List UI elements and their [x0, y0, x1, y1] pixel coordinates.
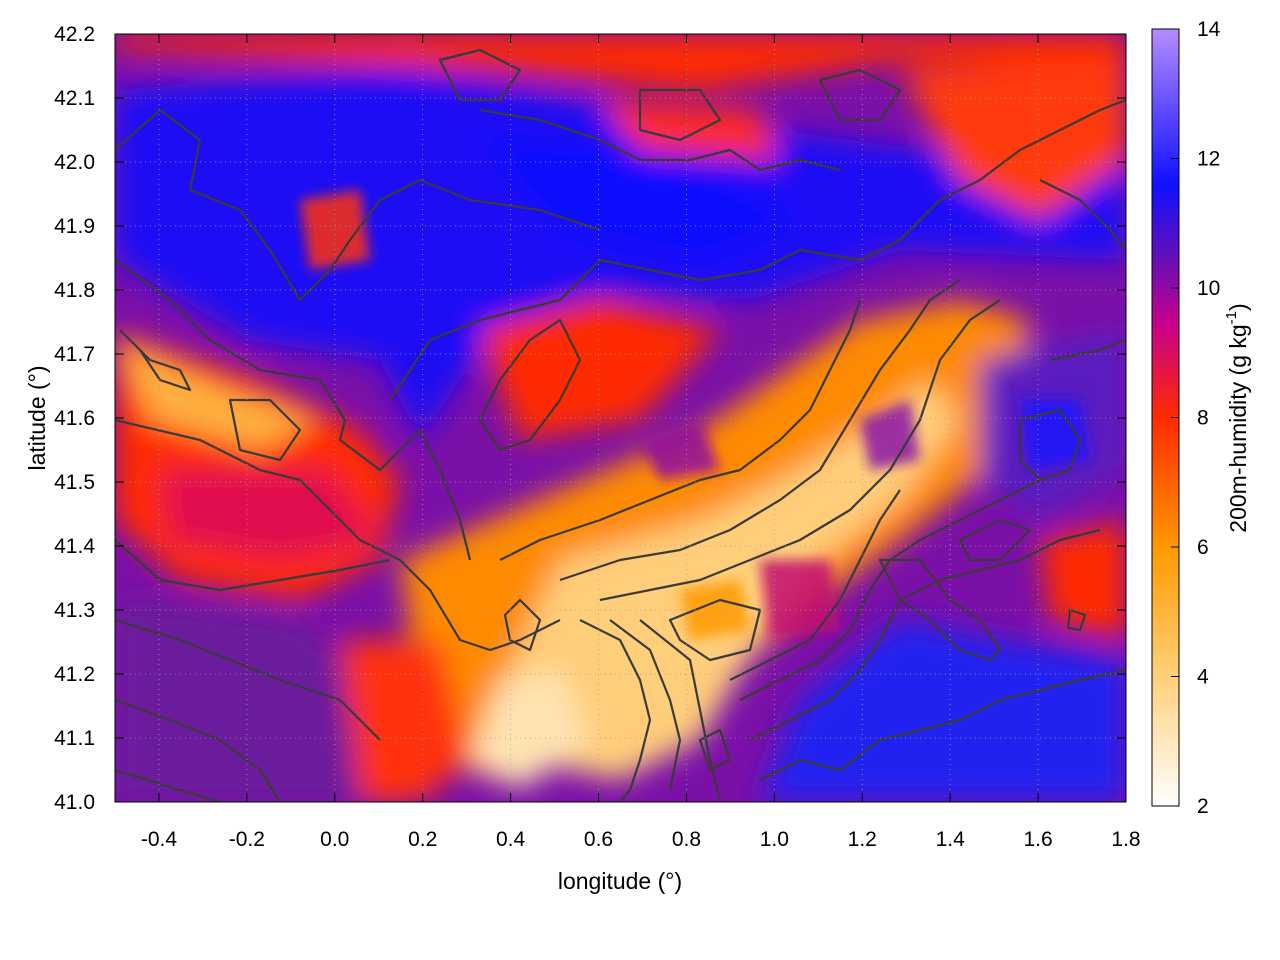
x-tick-label: 0.0	[320, 828, 349, 851]
x-tick-label: 1.8	[1111, 828, 1140, 851]
y-tick-label: 42.0	[54, 151, 95, 174]
colorbar-tick-label: 12	[1197, 148, 1220, 171]
y-tick-label: 41.1	[54, 727, 95, 750]
x-tick-label: 1.2	[848, 828, 877, 851]
y-tick-label: 41.7	[54, 343, 95, 366]
x-tick-label: 1.4	[936, 828, 966, 851]
y-axis-label: latitude (°)	[24, 365, 50, 470]
colorbar-tick-label: 6	[1197, 536, 1209, 559]
colorbar-label-main: 200m-humidity (g kg	[1225, 324, 1251, 532]
y-tick-label: 42.2	[54, 23, 95, 46]
y-tick-label: 41.3	[54, 599, 95, 622]
grid-lines	[115, 33, 1127, 803]
colorbar-label-sup: -1	[1223, 311, 1240, 324]
x-tick-label: 0.6	[584, 828, 613, 851]
x-tick-label: -0.2	[229, 828, 265, 851]
y-tick-label: 41.4	[54, 535, 95, 558]
colorbar-tick-label: 10	[1197, 277, 1220, 300]
x-tick-label: 0.4	[496, 828, 526, 851]
y-axis: 41.0 41.1 41.2 41.3 41.4 41.5 41.6 41.7 41.8 41.9…	[54, 23, 1126, 814]
x-tick-label: -0.4	[141, 828, 178, 851]
colorbar-label-end: )	[1225, 303, 1251, 311]
colorbar-tick-label: 8	[1197, 407, 1209, 430]
y-tick-label: 41.6	[54, 407, 95, 430]
colorbar-tick-label: 2	[1197, 795, 1209, 818]
y-tick-label: 41.9	[54, 215, 95, 238]
y-tick-label: 41.5	[54, 471, 95, 494]
y-tick-label: 42.1	[54, 87, 95, 110]
y-tick-label: 41.0	[54, 791, 95, 814]
x-tick-label: 1.6	[1023, 828, 1052, 851]
colorbar-axis: 2 4 6 8 10 12 14	[1171, 18, 1221, 818]
x-tick-label: 1.0	[760, 828, 789, 851]
contour-lines	[115, 48, 1126, 802]
colorbar-tick-label: 4	[1197, 666, 1209, 689]
x-axis: -0.4 -0.2 0.0 0.2 0.4 0.6 0.8 1.0 1.2 1.4 1.6 1.8	[141, 34, 1141, 851]
x-tick-label: 0.8	[672, 828, 701, 851]
y-tick-label: 41.2	[54, 663, 95, 686]
x-tick-label: 0.2	[408, 828, 437, 851]
colorbar-tick-label: 14	[1197, 18, 1221, 41]
x-axis-label: longitude (°)	[558, 868, 682, 894]
colorbar-label: 200m-humidity (g kg-1)	[1223, 303, 1251, 532]
y-tick-label: 41.8	[54, 279, 95, 302]
